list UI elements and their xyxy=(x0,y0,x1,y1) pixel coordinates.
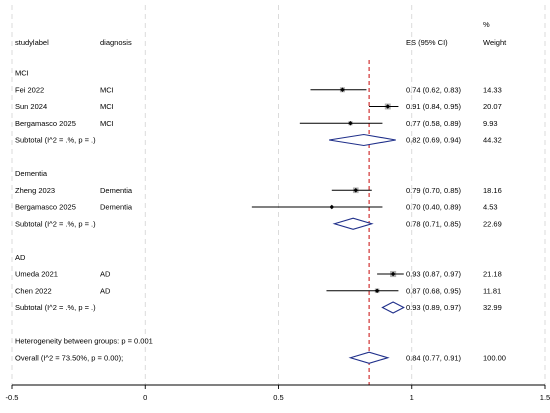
x-tick-label: 0.5 xyxy=(273,393,283,402)
study-es-ci: 0.91 (0.84, 0.95) xyxy=(406,102,462,111)
study-label: Umeda 2021 xyxy=(15,270,58,279)
study-es-ci: 0.70 (0.40, 0.89) xyxy=(406,203,462,212)
study-label: Bergamasco 2025 xyxy=(15,203,76,212)
study-diagnosis: MCI xyxy=(100,119,114,128)
study-label: Fei 2022 xyxy=(15,85,44,94)
study-label: Zheng 2023 xyxy=(15,186,55,195)
study-weight: 21.18 xyxy=(483,270,502,279)
header-es: ES (95% CI) xyxy=(406,38,448,47)
heterogeneity-note: Heterogeneity between groups: p = 0.001 xyxy=(15,337,153,346)
subtotal-label: Subtotal (I^2 = .%, p = .) xyxy=(15,303,96,312)
study-weight: 18.16 xyxy=(483,186,502,195)
subtotal-es-ci: 0.82 (0.69, 0.94) xyxy=(406,136,462,145)
overall-diamond xyxy=(348,351,390,364)
overall-es-ci: 0.84 (0.77, 0.91) xyxy=(406,353,462,362)
subtotal-weight: 22.69 xyxy=(483,219,502,228)
study-weight: 4.53 xyxy=(483,203,498,212)
study-diagnosis: MCI xyxy=(100,85,114,94)
study-weight: 14.33 xyxy=(483,85,502,94)
study-diagnosis: MCI xyxy=(100,102,114,111)
group-label: AD xyxy=(15,253,26,262)
point-estimate xyxy=(374,288,380,294)
study-es-ci: 0.87 (0.68, 0.95) xyxy=(406,286,462,295)
overall-label: Overall (I^2 = 73.50%, p = 0.00); xyxy=(15,353,123,362)
subtotal-weight: 44.32 xyxy=(483,136,502,145)
header-weight-percent: % xyxy=(483,20,490,29)
group-label: Dementia xyxy=(15,169,48,178)
x-tick-label: 1.5 xyxy=(540,393,550,402)
study-diagnosis: AD xyxy=(100,270,111,279)
x-axis: -0.5 0 0.5 1 1.5 xyxy=(6,384,550,402)
header-diagnosis: diagnosis xyxy=(100,38,132,47)
x-tick-label: -0.5 xyxy=(6,393,19,402)
study-label: Chen 2022 xyxy=(15,286,52,295)
study-diagnosis: Dementia xyxy=(100,186,133,195)
x-tick-label: 1 xyxy=(410,393,414,402)
overall-weight: 100.00 xyxy=(483,353,506,362)
point-estimate xyxy=(353,187,359,193)
subtotal-es-ci: 0.78 (0.71, 0.85) xyxy=(406,219,462,228)
study-diagnosis: AD xyxy=(100,286,111,295)
subtotal-label: Subtotal (I^2 = .%, p = .) xyxy=(15,136,96,145)
forest-rows: MCI Fei 2022 MCI 0.74 (0.62, 0.83) 14.33 Sun … xyxy=(15,69,506,364)
study-weight: 9.93 xyxy=(483,119,498,128)
subtotal-weight: 32.99 xyxy=(483,303,502,312)
study-es-ci: 0.93 (0.87, 0.97) xyxy=(406,270,462,279)
study-label: Sun 2024 xyxy=(15,102,47,111)
study-weight: 11.81 xyxy=(483,286,501,295)
group-label: MCI xyxy=(15,69,29,78)
x-tick-label: 0 xyxy=(143,393,147,402)
point-estimate xyxy=(340,87,345,93)
study-diagnosis: Dementia xyxy=(100,203,133,212)
header-studylabel: studylabel xyxy=(15,38,49,47)
subtotal-diamond xyxy=(332,217,374,230)
study-es-ci: 0.77 (0.58, 0.89) xyxy=(406,119,462,128)
point-estimate xyxy=(329,204,335,210)
header-weight: Weight xyxy=(483,38,507,47)
column-headers: studylabel diagnosis ES (95% CI) % Weigh… xyxy=(15,20,507,47)
study-weight: 20.07 xyxy=(483,102,502,111)
point-estimate xyxy=(390,271,396,277)
study-es-ci: 0.79 (0.70, 0.85) xyxy=(406,186,462,195)
subtotal-label: Subtotal (I^2 = .%, p = .) xyxy=(15,219,96,228)
point-estimate xyxy=(385,104,391,109)
subtotal-diamond xyxy=(329,133,396,147)
subtotal-diamond xyxy=(381,301,405,314)
study-es-ci: 0.74 (0.62, 0.83) xyxy=(406,85,462,94)
gridlines xyxy=(11,5,546,385)
subtotal-es-ci: 0.93 (0.89, 0.97) xyxy=(406,303,462,312)
study-label: Bergamasco 2025 xyxy=(15,119,76,128)
point-estimate xyxy=(348,120,353,126)
